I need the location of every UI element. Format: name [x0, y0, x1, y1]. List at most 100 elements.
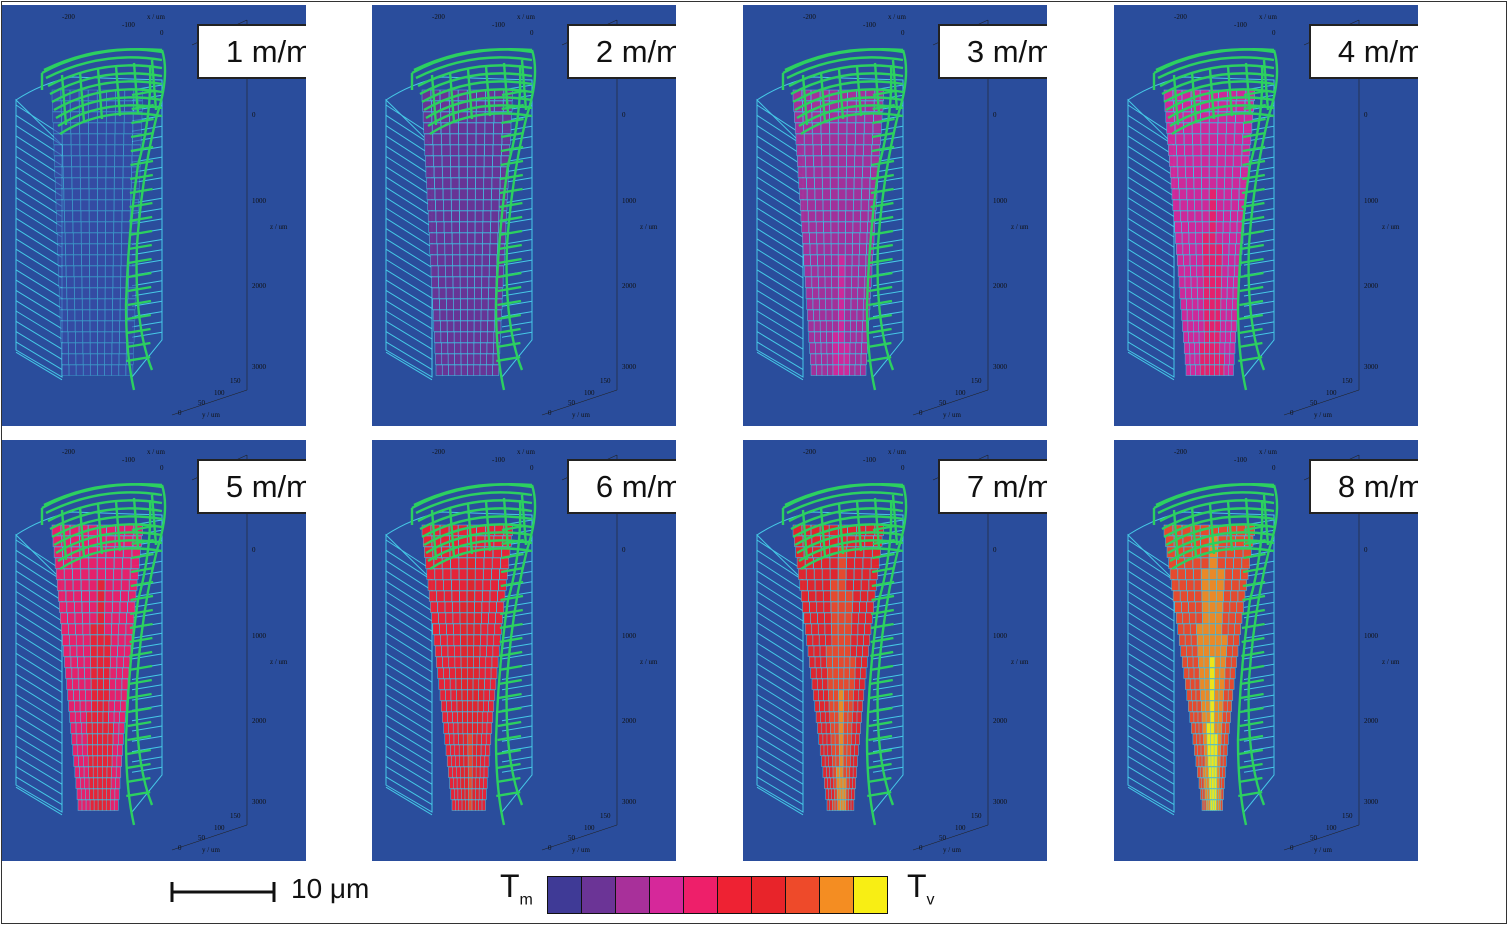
x-tick-label: 0 — [530, 29, 534, 37]
cutting-speed-label: 3 m/min — [938, 24, 1047, 79]
x-tick-label: -200 — [803, 448, 816, 456]
scale-bar — [170, 882, 276, 902]
y-tick-label: 0 — [548, 409, 552, 417]
x-tick-label: 0 — [1272, 464, 1276, 472]
x-axis-title: x / um — [888, 448, 906, 456]
y-tick-label: 100 — [214, 824, 225, 832]
x-tick-label: -100 — [492, 456, 505, 464]
y-axis-title: y / um — [572, 411, 590, 419]
simulation-panel: -200 -100 0 x / um 0 1000 2000 3000 z / um 150 100… — [372, 440, 676, 861]
y-tick-label: 0 — [919, 844, 923, 852]
z-tick-label: 1000 — [993, 197, 1008, 205]
cutting-speed-label: 7 m/min — [938, 459, 1047, 514]
x-tick-label: 0 — [530, 464, 534, 472]
z-tick-label: 1000 — [252, 197, 267, 205]
y-tick-label: 100 — [584, 389, 595, 397]
x-tick-label: -100 — [122, 21, 135, 29]
heat-zone — [421, 89, 513, 376]
simulation-panel: -200 -100 0 x / um 0 1000 2000 3000 z / um 150 100… — [743, 440, 1047, 861]
x-axis-title: x / um — [888, 13, 906, 21]
y-axis-title: y / um — [202, 846, 220, 854]
simulation-panel: -200 -100 0 x / um 0 1000 2000 3000 z / um 150 100… — [2, 440, 306, 861]
z-tick-label: 3000 — [252, 363, 267, 371]
tool-wireframe — [1152, 48, 1279, 391]
y-tick-label: 50 — [939, 399, 947, 407]
y-tick-label: 100 — [955, 824, 966, 832]
z-tick-label: 1000 — [252, 632, 267, 640]
y-tick-label: 50 — [1310, 399, 1318, 407]
colorbar-swatch — [717, 876, 752, 914]
z-axis-title: z / um — [1382, 223, 1400, 231]
colorbar-swatch — [649, 876, 684, 914]
z-axis-title: z / um — [1011, 658, 1029, 666]
y-tick-label: 150 — [971, 812, 982, 820]
y-tick-label: 0 — [919, 409, 923, 417]
z-tick-label: 2000 — [622, 717, 637, 725]
y-tick-label: 50 — [568, 834, 576, 842]
colorbar-swatch — [785, 876, 820, 914]
simulation-panel: -200 -100 0 x / um 0 1000 2000 3000 z / um 150 100… — [743, 5, 1047, 426]
z-tick-label: 0 — [993, 546, 997, 554]
z-tick-label: 0 — [993, 111, 997, 119]
simulation-panel: -200 -100 0 x / um 0 1000 2000 3000 z / um 150 100… — [372, 5, 676, 426]
y-axis-title: y / um — [1314, 411, 1332, 419]
z-tick-label: 2000 — [1364, 282, 1379, 290]
simulation-panel: -200 -100 0 x / um 0 1000 2000 3000 z / um 150 100… — [1114, 440, 1418, 861]
y-axis-title: y / um — [943, 411, 961, 419]
colorbar-max-label: Tv — [907, 868, 935, 909]
y-axis-title: y / um — [572, 846, 590, 854]
colorbar-swatch — [581, 876, 616, 914]
x-axis-title: x / um — [517, 13, 535, 21]
cutting-speed-label: 8 m/min — [1309, 459, 1418, 514]
y-tick-label: 150 — [230, 812, 241, 820]
z-axis-title: z / um — [270, 223, 288, 231]
colorbar-swatch — [615, 876, 650, 914]
heat-zone — [792, 524, 884, 811]
y-tick-label: 150 — [230, 377, 241, 385]
tool-wireframe — [781, 48, 908, 391]
z-tick-label: 3000 — [993, 363, 1008, 371]
z-tick-label: 1000 — [993, 632, 1008, 640]
z-tick-label: 3000 — [993, 798, 1008, 806]
x-tick-label: -100 — [863, 21, 876, 29]
x-tick-label: 0 — [160, 29, 164, 37]
scale-bar-label: 10 μm — [291, 873, 370, 904]
z-axis-title: z / um — [270, 658, 288, 666]
z-tick-label: 0 — [622, 546, 626, 554]
simulation-panel: -200 -100 0 x / um 0 1000 2000 3000 z / um 150 100… — [1114, 5, 1418, 426]
x-tick-label: 0 — [901, 464, 905, 472]
z-axis-title: z / um — [640, 658, 658, 666]
y-tick-label: 0 — [548, 844, 552, 852]
y-tick-label: 150 — [600, 377, 611, 385]
y-tick-label: 100 — [214, 389, 225, 397]
y-tick-label: 50 — [939, 834, 947, 842]
x-tick-label: -200 — [62, 13, 75, 21]
z-tick-label: 0 — [1364, 111, 1368, 119]
workpiece-mesh — [15, 511, 163, 816]
x-tick-label: -200 — [432, 13, 445, 21]
y-tick-label: 150 — [1342, 812, 1353, 820]
y-tick-label: 50 — [568, 399, 576, 407]
z-axis-title: z / um — [640, 223, 658, 231]
y-tick-label: 50 — [198, 834, 206, 842]
tool-wireframe — [40, 48, 167, 391]
x-tick-label: 0 — [901, 29, 905, 37]
y-tick-label: 100 — [584, 824, 595, 832]
colorbar-swatch — [853, 876, 888, 914]
z-tick-label: 2000 — [993, 282, 1008, 290]
colorbar-swatch — [547, 876, 582, 914]
colorbar-swatch — [683, 876, 718, 914]
x-tick-label: -100 — [492, 21, 505, 29]
heat-zone — [51, 524, 143, 811]
y-tick-label: 0 — [1290, 409, 1294, 417]
z-tick-label: 1000 — [1364, 632, 1379, 640]
z-tick-label: 1000 — [1364, 197, 1379, 205]
y-tick-label: 0 — [1290, 844, 1294, 852]
z-tick-label: 2000 — [252, 282, 267, 290]
z-tick-label: 3000 — [252, 798, 267, 806]
z-tick-label: 3000 — [1364, 798, 1379, 806]
